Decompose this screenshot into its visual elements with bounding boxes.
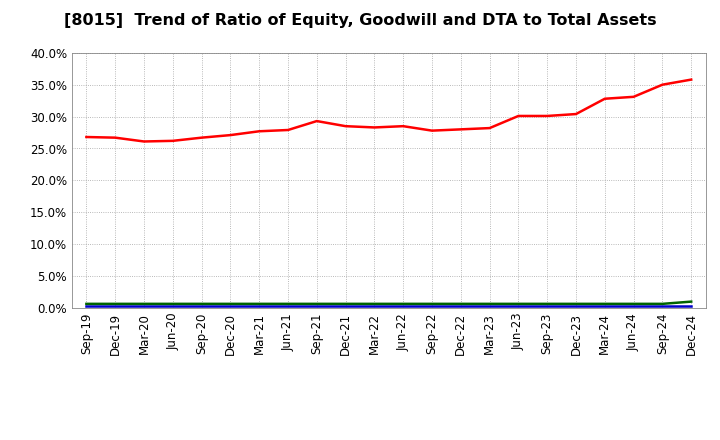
Equity [514,114,523,119]
Equity [687,77,696,82]
Line: Deferred Tax Assets: Deferred Tax Assets [86,302,691,304]
Goodwill [284,304,292,309]
Goodwill [341,304,350,309]
Goodwill [370,304,379,309]
Deferred Tax Assets [226,301,235,307]
Goodwill [399,304,408,309]
Deferred Tax Assets [687,299,696,304]
Equity [572,111,580,117]
Equity [543,114,552,119]
Goodwill [428,304,436,309]
Equity [82,134,91,139]
Equity [428,128,436,133]
Deferred Tax Assets [572,301,580,307]
Deferred Tax Assets [600,301,609,307]
Goodwill [658,304,667,309]
Goodwill [687,304,696,309]
Equity [168,138,177,143]
Equity [197,135,206,140]
Goodwill [140,304,148,309]
Goodwill [168,304,177,309]
Goodwill [255,304,264,309]
Deferred Tax Assets [255,301,264,307]
Deferred Tax Assets [514,301,523,307]
Text: [8015]  Trend of Ratio of Equity, Goodwill and DTA to Total Assets: [8015] Trend of Ratio of Equity, Goodwil… [63,13,657,28]
Goodwill [82,304,91,309]
Deferred Tax Assets [456,301,465,307]
Equity [111,135,120,140]
Deferred Tax Assets [341,301,350,307]
Equity [370,125,379,130]
Deferred Tax Assets [658,301,667,307]
Deferred Tax Assets [197,301,206,307]
Deferred Tax Assets [140,301,148,307]
Equity [140,139,148,144]
Equity [456,127,465,132]
Deferred Tax Assets [543,301,552,307]
Goodwill [629,304,638,309]
Goodwill [600,304,609,309]
Equity [485,125,494,131]
Goodwill [111,304,120,309]
Deferred Tax Assets [168,301,177,307]
Deferred Tax Assets [629,301,638,307]
Equity [600,96,609,101]
Equity [255,128,264,134]
Goodwill [514,304,523,309]
Deferred Tax Assets [428,301,436,307]
Goodwill [485,304,494,309]
Equity [399,124,408,129]
Goodwill [312,304,321,309]
Deferred Tax Assets [370,301,379,307]
Goodwill [543,304,552,309]
Deferred Tax Assets [82,301,91,307]
Equity [658,82,667,87]
Deferred Tax Assets [485,301,494,307]
Deferred Tax Assets [312,301,321,307]
Deferred Tax Assets [111,301,120,307]
Equity [629,94,638,99]
Goodwill [456,304,465,309]
Equity [341,124,350,129]
Goodwill [226,304,235,309]
Equity [226,132,235,138]
Goodwill [197,304,206,309]
Equity [312,118,321,124]
Deferred Tax Assets [399,301,408,307]
Goodwill [572,304,580,309]
Line: Equity: Equity [86,80,691,142]
Equity [284,127,292,132]
Deferred Tax Assets [284,301,292,307]
